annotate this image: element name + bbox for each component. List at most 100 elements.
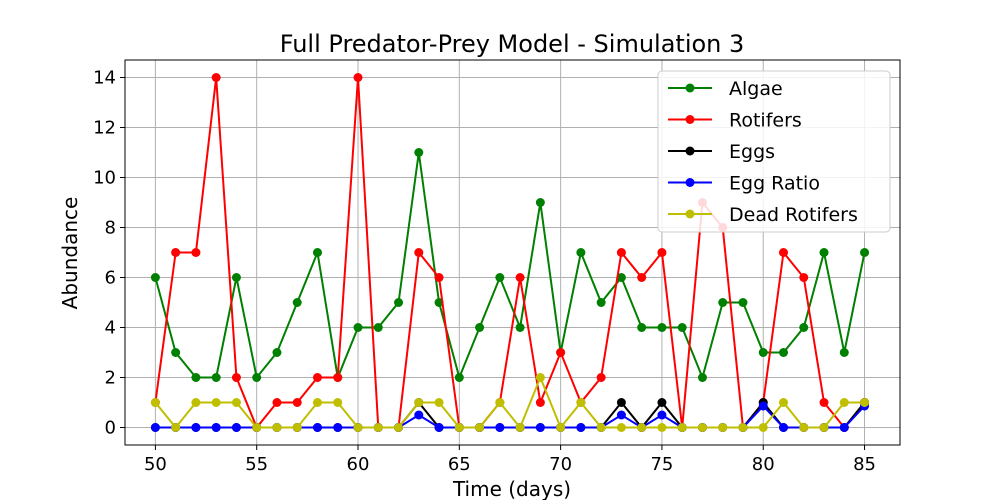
rotifers-point <box>434 273 444 282</box>
dead-rotifers-point <box>454 423 464 432</box>
dead-rotifers-point <box>394 423 404 432</box>
rotifers-point <box>414 248 424 257</box>
egg-ratio-point <box>150 423 160 432</box>
algae-point <box>231 273 241 282</box>
dead-rotifers-point <box>718 423 728 432</box>
egg-ratio-point <box>535 423 545 432</box>
rotifers-point <box>191 248 201 257</box>
algae-point <box>657 323 667 332</box>
eggs-point <box>616 398 626 407</box>
algae-point <box>535 198 545 207</box>
egg-ratio-point <box>312 423 322 432</box>
algae-point <box>616 273 626 282</box>
algae-point <box>394 298 404 307</box>
dead-rotifers-point <box>252 423 262 432</box>
algae-line <box>154 152 866 382</box>
dead-rotifers-point <box>596 423 606 432</box>
dead-rotifers-point <box>839 398 849 407</box>
dead-rotifers-point <box>312 398 322 407</box>
axis-ticks: 50 55 60 65 70 75 80 85 0 2 4 6 8 10 12 14 <box>93 68 876 476</box>
rotifers-point <box>637 273 647 282</box>
dead-rotifers-point <box>414 398 424 407</box>
dead-rotifers-point <box>475 423 485 432</box>
algae-point <box>150 273 160 282</box>
algae-point <box>839 348 849 357</box>
dead-rotifers-point <box>556 423 566 432</box>
algae-point <box>697 373 707 382</box>
eggs-point <box>657 398 667 407</box>
egg-ratio-point <box>191 423 201 432</box>
rotifers-point <box>799 273 809 282</box>
algae-point <box>252 373 262 382</box>
y-tick-label: 12 <box>93 118 116 139</box>
y-tick-label: 0 <box>105 418 116 439</box>
algae-point <box>171 348 181 357</box>
dead-rotifers-point <box>150 398 160 407</box>
algae-point <box>191 373 201 382</box>
x-tick-label: 65 <box>448 454 471 475</box>
dead-rotifers-point <box>819 423 829 432</box>
dead-rotifers-point <box>211 398 221 407</box>
dead-rotifers-point <box>758 423 768 432</box>
algae-point <box>637 323 647 332</box>
rotifers-point <box>272 398 282 407</box>
algae-point <box>495 273 505 282</box>
algae-point <box>819 248 829 257</box>
rotifers-point <box>616 248 626 257</box>
dead-rotifers-point <box>495 398 505 407</box>
rotifers-point <box>211 73 221 82</box>
algae-point <box>515 323 525 332</box>
legend-label-egg-ratio: Egg Ratio <box>729 173 820 195</box>
dead-rotifers-point <box>860 398 870 407</box>
dead-rotifers-point <box>799 423 809 432</box>
egg-ratio-point <box>495 423 505 432</box>
y-tick-label: 2 <box>105 368 116 389</box>
x-tick-label: 85 <box>853 454 876 475</box>
legend-label-dead-rotifers: Dead Rotifers <box>729 204 858 226</box>
rotifers-point <box>778 248 788 257</box>
x-tick-label: 80 <box>752 454 775 475</box>
legend-box <box>657 70 891 233</box>
rotifers-point <box>556 348 566 357</box>
legend-marker-egg-ratio <box>685 178 695 187</box>
dead-rotifers-point <box>434 398 444 407</box>
egg-ratio-point <box>657 410 667 420</box>
rotifers-point <box>312 373 322 382</box>
x-tick-label: 75 <box>650 454 673 475</box>
algae-point <box>778 348 788 357</box>
rotifers-point <box>515 273 525 282</box>
dead-rotifers-point <box>778 398 788 407</box>
dead-rotifers-point <box>373 423 383 432</box>
dead-rotifers-point <box>738 423 748 432</box>
dead-rotifers-point <box>191 398 201 407</box>
rotifers-point <box>292 398 302 407</box>
x-tick-label: 70 <box>549 454 572 475</box>
dead-rotifers-point <box>616 423 626 432</box>
dead-rotifers-point <box>231 398 241 407</box>
algae-point <box>596 298 606 307</box>
legend-marker-eggs <box>685 146 695 156</box>
x-axis-label: Time (days) <box>452 477 571 500</box>
chart-title: Full Predator-Prey Model - Simulation 3 <box>280 30 745 58</box>
dead-rotifers-point <box>353 423 363 432</box>
legend-marker-rotifers <box>685 115 695 124</box>
algae-point <box>799 323 809 332</box>
dead-rotifers-point <box>657 423 667 432</box>
plot-frame <box>124 59 901 446</box>
egg-ratio-point <box>333 423 343 432</box>
dead-rotifers-point <box>333 398 343 407</box>
algae-point <box>860 248 870 257</box>
rotifers-point <box>171 248 181 257</box>
dead-rotifers-point <box>292 423 302 432</box>
y-axis-label: Abundance <box>58 197 82 310</box>
y-tick-label: 4 <box>105 318 116 339</box>
egg-ratio-point <box>616 410 626 420</box>
egg-ratio-point <box>414 410 424 420</box>
algae-point <box>677 323 687 332</box>
algae-point <box>758 348 768 357</box>
rotifers-point <box>819 398 829 407</box>
rotifers-point <box>333 373 343 382</box>
y-tick-label: 8 <box>105 218 116 239</box>
y-tick-label: 6 <box>105 268 116 289</box>
